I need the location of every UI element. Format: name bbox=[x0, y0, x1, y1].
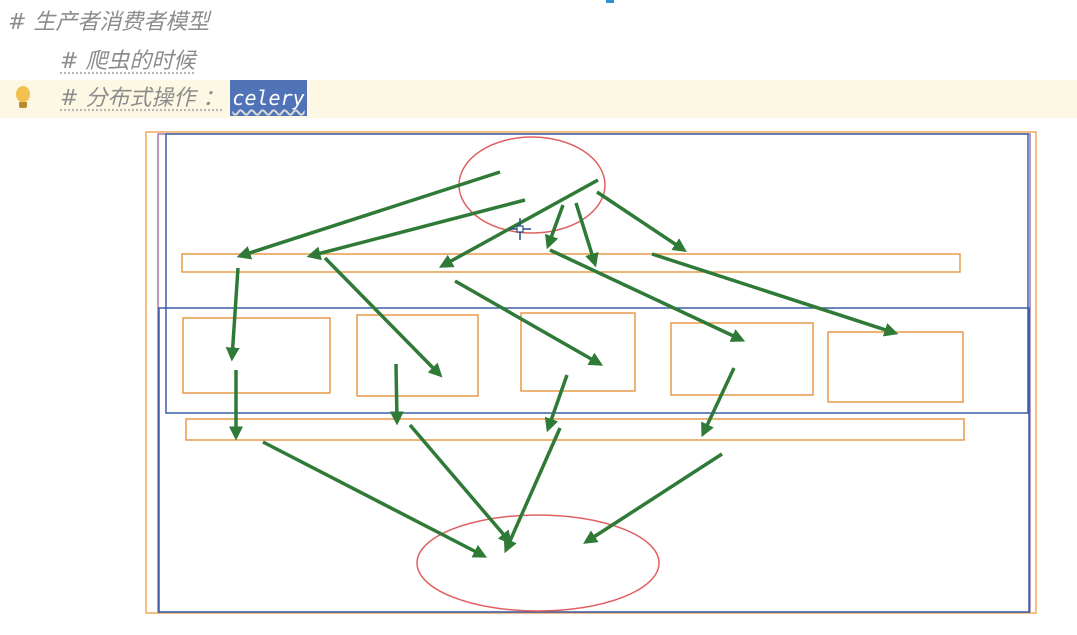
arrow-worker-to-result-queue-4 bbox=[701, 367, 736, 438]
arrow-result-queue-to-ellipse-3 bbox=[503, 427, 562, 554]
arrow-queue-to-worker-5 bbox=[651, 252, 899, 337]
arrow-queue-to-worker-4 bbox=[549, 248, 746, 342]
producer-ellipse bbox=[458, 136, 606, 234]
task-queue-bar bbox=[181, 253, 961, 273]
code-line-2[interactable]: # 爬虫的时候 bbox=[0, 43, 1077, 81]
purple-frame bbox=[157, 133, 1031, 613]
arrow-result-queue-to-ellipse-2 bbox=[408, 423, 513, 545]
arrow-queue-to-worker-3 bbox=[454, 279, 604, 366]
code-line-1[interactable]: # 生产者消费者模型 bbox=[0, 4, 1077, 42]
worker-box-1 bbox=[182, 317, 331, 394]
lightbulb-icon[interactable] bbox=[16, 86, 30, 102]
arrow-producer-to-queue-6 bbox=[596, 190, 687, 252]
consumer-region-frame bbox=[158, 307, 1030, 613]
comment-distributed: # 分布式操作 ： celery bbox=[60, 80, 307, 118]
arrow-producer-to-queue-2 bbox=[306, 198, 526, 261]
worker-box-3 bbox=[520, 312, 636, 392]
selected-text-celery[interactable]: celery bbox=[230, 80, 307, 116]
arrow-producer-to-queue-4 bbox=[545, 204, 565, 250]
worker-box-5 bbox=[827, 331, 964, 403]
comment-distributed-prefix: # 分布式操作 ： bbox=[60, 86, 225, 111]
arrow-producer-to-queue-5 bbox=[574, 202, 599, 268]
arrows-group bbox=[225, 170, 899, 558]
code-line-3-current[interactable]: # 分布式操作 ： celery bbox=[0, 80, 1077, 118]
arrow-queue-to-worker-2 bbox=[323, 256, 443, 378]
arrow-queue-to-worker-1 bbox=[225, 267, 240, 362]
arrow-result-queue-to-ellipse-1 bbox=[262, 440, 488, 558]
crosshair-move-cursor-icon bbox=[509, 218, 531, 240]
comment-crawler: # 爬虫的时候 bbox=[60, 49, 196, 74]
worker-box-4 bbox=[670, 322, 814, 396]
arrow-producer-to-queue-1 bbox=[236, 170, 501, 260]
arrow-worker-to-result-queue-2 bbox=[389, 363, 404, 426]
worker-box-2 bbox=[356, 314, 479, 397]
arrow-result-queue-to-ellipse-4 bbox=[583, 452, 723, 544]
outer-frame bbox=[145, 131, 1037, 614]
result-queue-bar bbox=[185, 418, 965, 441]
producer-region-frame bbox=[165, 133, 1029, 414]
arrow-worker-to-result-queue-3 bbox=[544, 374, 569, 433]
comment-producer-consumer-model: # 生产者消费者模型 bbox=[8, 10, 210, 35]
editor-scroll-marker bbox=[606, 0, 614, 3]
result-ellipse bbox=[416, 514, 660, 612]
lightbulb-base-icon bbox=[19, 102, 27, 108]
